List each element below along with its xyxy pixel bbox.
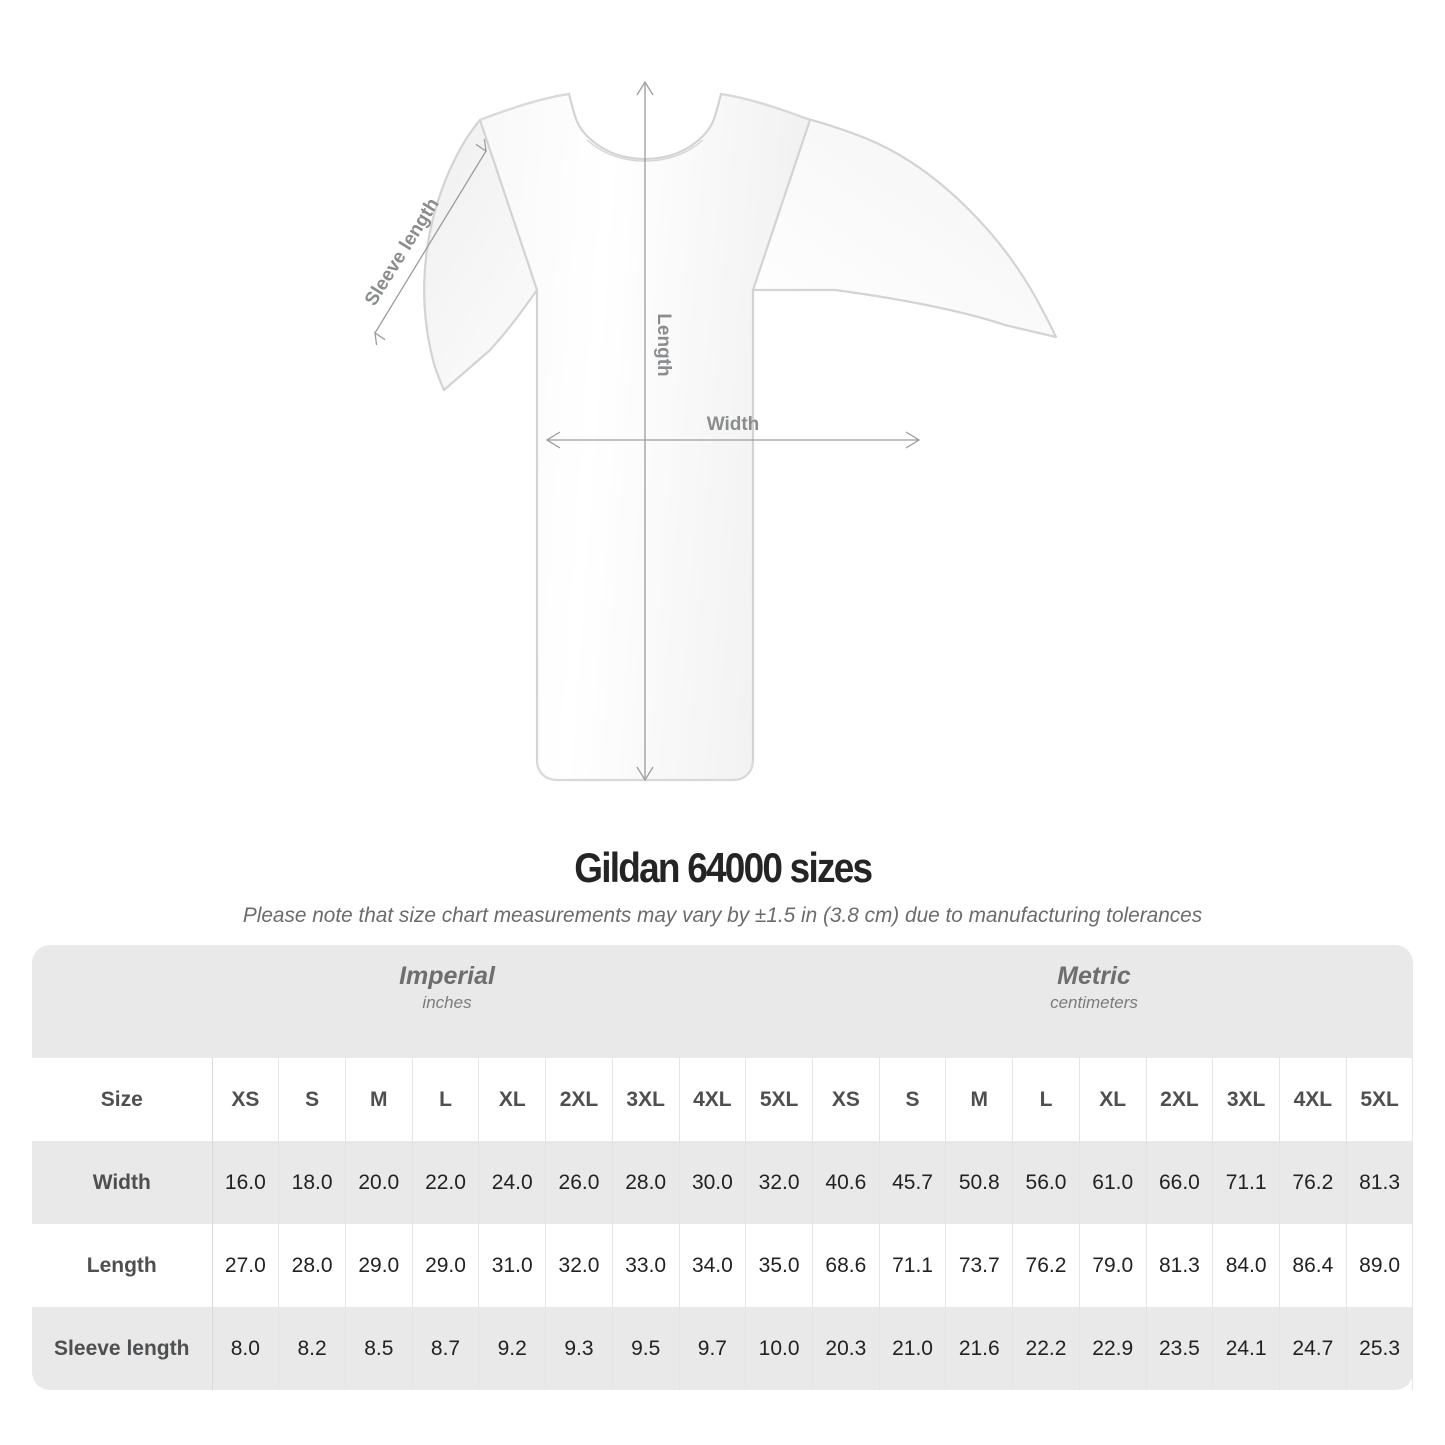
svg-text:Sleeve length: Sleeve length [361,195,444,310]
svg-text:Length: Length [653,313,674,376]
svg-text:Width: Width [707,414,760,435]
